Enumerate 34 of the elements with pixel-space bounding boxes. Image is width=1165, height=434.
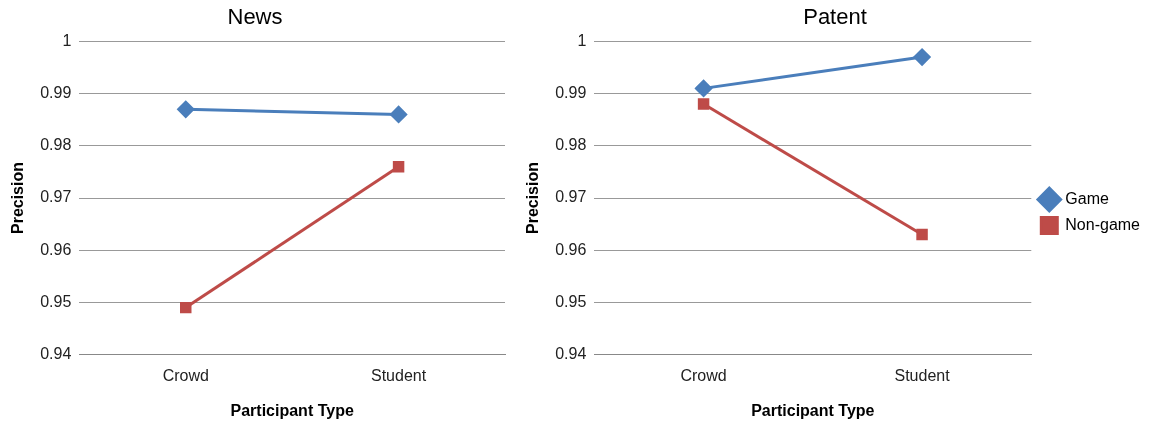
- y-tick-label: 0.95: [555, 292, 587, 310]
- point: [392, 160, 405, 173]
- x-axis-title: Participant Type: [751, 401, 875, 419]
- x-tick-label: Student: [371, 366, 427, 384]
- y-tick-label: 1: [62, 31, 72, 49]
- y-tick-label: 0.94: [555, 345, 587, 363]
- y-tick-label: 0.97: [555, 188, 587, 206]
- point: [916, 228, 928, 241]
- x-axis-title: Participant Type: [230, 401, 354, 419]
- y-tick-label: 0.97: [40, 188, 72, 206]
- y-tick-label: 0.94: [40, 345, 72, 363]
- point: [697, 98, 710, 110]
- y-tick-label: 0.96: [40, 240, 72, 258]
- point: [180, 301, 192, 314]
- y-axis-title: Precision: [524, 161, 542, 235]
- chart-title: Patent: [803, 4, 867, 30]
- x-tick-label: Student: [894, 366, 951, 384]
- y-tick-label: 0.96: [555, 240, 587, 258]
- y-axis-title: Precision: [9, 161, 27, 235]
- point: [695, 79, 713, 97]
- y-tick-label: 0.99: [555, 84, 587, 102]
- x-tick-label: Crowd: [162, 366, 209, 384]
- x-tick-label: Crowd: [680, 366, 727, 384]
- legend-label: Game: [1065, 189, 1109, 207]
- point: [177, 100, 195, 118]
- y-tick-label: 0.98: [40, 136, 72, 154]
- point: [390, 105, 408, 123]
- y-tick-label: 0.99: [40, 84, 72, 102]
- chart-title: News: [227, 4, 283, 30]
- point: [913, 48, 931, 66]
- y-tick-label: 0.98: [555, 136, 587, 154]
- y-tick-label: 1: [577, 31, 587, 49]
- y-tick-label: 0.95: [40, 292, 72, 310]
- legend-label: Non-game: [1065, 215, 1141, 233]
